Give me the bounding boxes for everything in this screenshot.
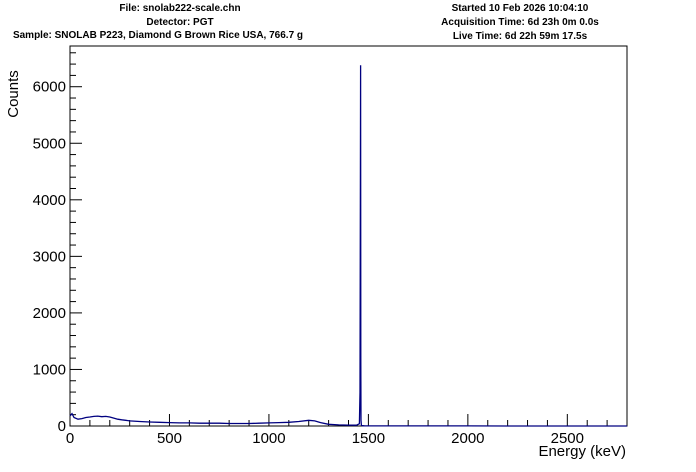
y-tick-label: 1000 (33, 361, 66, 378)
sample-label: Sample: SNOLAB P223, Diamond G Brown Ric… (12, 30, 304, 41)
y-axis-label: Counts (5, 70, 22, 118)
y-tick-label: 2000 (33, 305, 66, 322)
y-tick-label: 6000 (33, 79, 66, 96)
x-axis-ticks: 0 500 1000 1500 2000 2500 (66, 414, 628, 447)
plot-frame (69, 45, 628, 427)
x-tick-label: 1500 (352, 430, 385, 447)
x-tick-label: 500 (157, 430, 182, 447)
x-axis-label: Energy (keV) (538, 443, 626, 460)
started-label: Started 10 Feb 2026 10:04:10 (451, 3, 589, 14)
x-tick-label: 1000 (252, 430, 285, 447)
y-tick-label: 3000 (33, 248, 66, 265)
x-tick-label: 2000 (451, 430, 484, 447)
file-name-label: File: snolab222-scale.chn (119, 3, 241, 14)
y-tick-label: 4000 (33, 192, 66, 209)
spectrum-line (69, 65, 627, 427)
y-axis-ticks: 0 1000 2000 3000 4000 5000 6000 (33, 52, 82, 435)
live-time-label: Live Time: 6d 22h 59m 17.5s (452, 31, 588, 42)
y-tick-label: 0 (58, 418, 66, 435)
acquisition-time-label: Acquisition Time: 6d 23h 0m 0.0s (441, 17, 599, 28)
y-tick-label: 5000 (33, 135, 66, 152)
x-tick-label: 2500 (551, 430, 584, 447)
detector-label: Detector: PGT (146, 17, 214, 28)
x-tick-label: 0 (66, 430, 74, 447)
